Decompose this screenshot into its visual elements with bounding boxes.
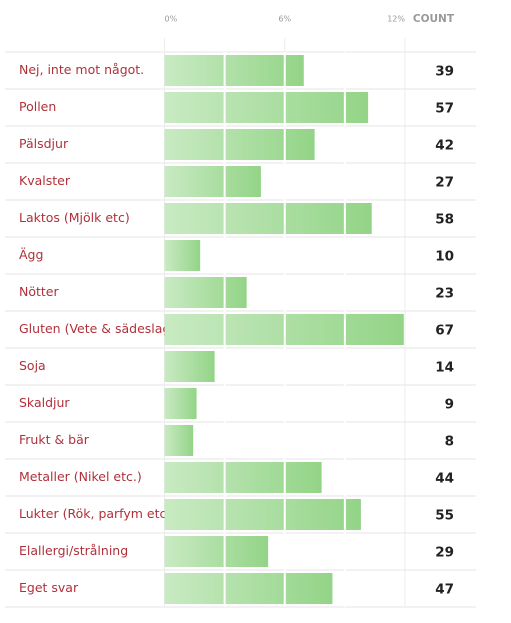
count: 58	[435, 212, 454, 228]
category-label: Nötter	[19, 284, 59, 299]
count: 14	[435, 360, 454, 376]
count: 57	[435, 101, 454, 117]
category-label: Lukter (Rök, parfym etc)	[19, 506, 171, 521]
bar	[164, 203, 372, 234]
count: 27	[435, 175, 454, 191]
bar	[164, 462, 322, 493]
category-label: Kvalster	[19, 173, 71, 188]
x-tick-label: 12%	[387, 15, 405, 24]
count: 39	[435, 64, 454, 80]
bar	[164, 92, 369, 123]
category-label: Eget svar	[19, 580, 79, 595]
x-tick-label: 0%	[165, 15, 178, 24]
bar	[164, 573, 333, 604]
bar	[164, 277, 247, 308]
category-label: Skaldjur	[19, 395, 70, 410]
category-label: Frukt & bär	[19, 432, 90, 447]
bar	[164, 536, 269, 567]
bar	[164, 55, 304, 86]
count: 8	[445, 434, 454, 450]
count: 55	[435, 508, 454, 524]
category-label: Soja	[19, 358, 46, 373]
bar	[164, 166, 261, 197]
category-label: Pollen	[19, 99, 56, 114]
count: 47	[435, 582, 454, 598]
category-label: Nej, inte mot något.	[19, 62, 144, 77]
x-tick-label: 6%	[278, 15, 291, 24]
count: 9	[445, 397, 454, 413]
count: 42	[435, 138, 454, 154]
count: 29	[435, 545, 454, 561]
count: 10	[435, 249, 454, 265]
count: 67	[435, 323, 454, 339]
count: 23	[435, 286, 454, 302]
category-label: Ägg	[19, 247, 43, 262]
bar	[164, 425, 194, 456]
count: 44	[435, 471, 454, 487]
bar	[164, 499, 361, 530]
category-label: Gluten (Vete & sädeslag)	[19, 321, 175, 336]
category-label: Elallergi/strålning	[19, 543, 128, 558]
category-label: Pälsdjur	[19, 136, 69, 151]
category-label: Laktos (Mjölk etc)	[19, 210, 130, 225]
bar	[164, 351, 215, 382]
bar	[164, 129, 315, 160]
bar	[164, 240, 201, 271]
bar	[164, 388, 197, 419]
category-label: Metaller (Nikel etc.)	[19, 469, 142, 484]
count-header: COUNT	[413, 13, 455, 25]
